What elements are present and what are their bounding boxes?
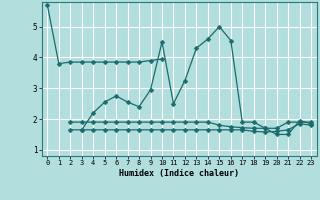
X-axis label: Humidex (Indice chaleur): Humidex (Indice chaleur): [119, 169, 239, 178]
